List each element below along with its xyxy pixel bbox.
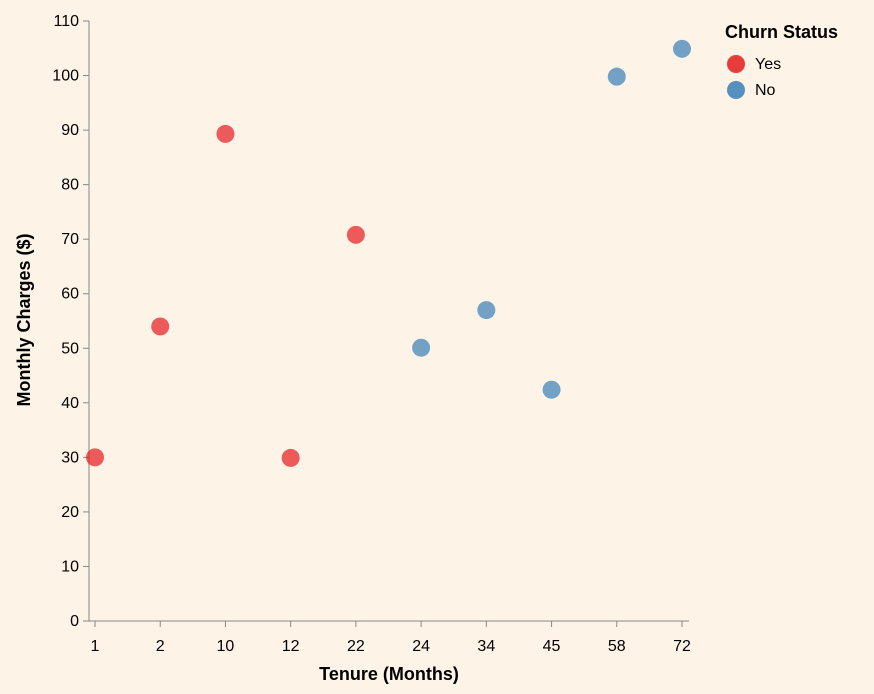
- y-tick-label: 0: [70, 613, 79, 630]
- y-tick-label: 70: [61, 231, 79, 248]
- x-tick-label: 34: [477, 638, 495, 655]
- data-point-no: [412, 338, 431, 357]
- y-tick-label: 20: [61, 504, 79, 521]
- legend-label: Yes: [755, 56, 781, 73]
- data-point-yes: [216, 124, 235, 143]
- legend-swatch: [727, 55, 745, 73]
- x-tick-label: 10: [217, 638, 235, 655]
- data-points: [86, 39, 691, 467]
- y-axis: 0 10 20 30 40 50 60 70 80 90 100 110: [52, 13, 90, 630]
- data-point-yes: [86, 448, 104, 467]
- data-point-yes: [151, 317, 170, 336]
- data-point-yes: [346, 225, 365, 244]
- data-point-no: [607, 67, 626, 86]
- data-point-no: [542, 380, 561, 399]
- data-point-yes: [281, 448, 300, 467]
- y-tick-label: 110: [53, 13, 79, 30]
- x-axis: 1 2 10 12 22 24 34 45 58 72: [89, 620, 691, 655]
- data-point-no: [673, 39, 691, 58]
- y-tick-label: 30: [61, 449, 79, 466]
- legend-swatch: [727, 81, 745, 99]
- x-tick-label: 45: [543, 638, 561, 655]
- x-tick-label: 58: [608, 638, 626, 655]
- y-tick-label: 40: [61, 395, 79, 412]
- legend-title: Churn Status: [725, 22, 838, 42]
- legend: Churn Status Yes No: [725, 22, 838, 99]
- y-tick-label: 10: [61, 558, 79, 575]
- x-tick-label: 72: [673, 638, 691, 655]
- y-tick-label: 50: [61, 340, 79, 357]
- legend-label: No: [755, 82, 776, 99]
- x-tick-label: 24: [412, 638, 430, 655]
- y-tick-label: 60: [61, 286, 79, 303]
- y-tick-label: 80: [61, 177, 79, 194]
- data-point-no: [477, 301, 496, 320]
- y-tick-label: 90: [61, 122, 79, 139]
- x-tick-label: 1: [91, 638, 100, 655]
- x-tick-label: 22: [347, 638, 365, 655]
- x-tick-label: 2: [156, 638, 165, 655]
- x-axis-title: Tenure (Months): [319, 664, 459, 684]
- y-axis-title: Monthly Charges ($): [14, 233, 34, 406]
- y-tick-label: 100: [52, 68, 79, 85]
- x-tick-label: 12: [282, 638, 300, 655]
